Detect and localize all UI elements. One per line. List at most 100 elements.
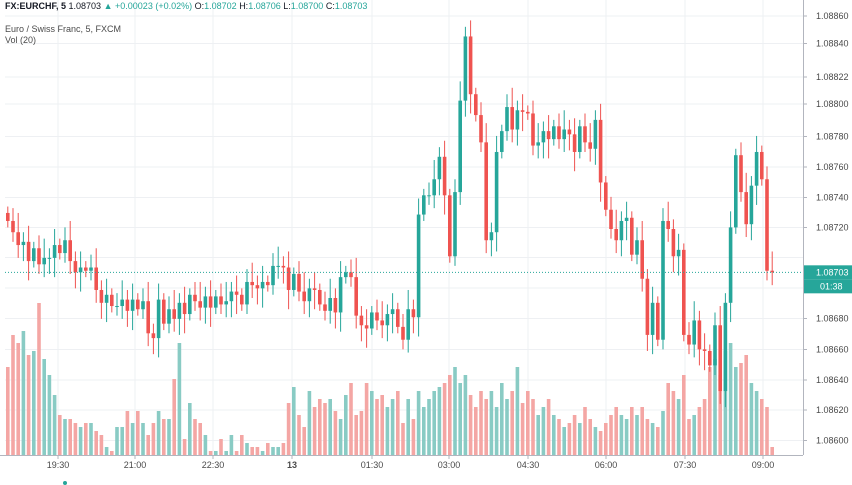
candle-body xyxy=(297,273,301,292)
y-tick-label: 1.08640 xyxy=(816,375,849,385)
volume-bar xyxy=(281,443,286,455)
volume-bar xyxy=(427,399,431,455)
volume-bar xyxy=(177,343,182,455)
volume-bar xyxy=(234,451,239,455)
volume-bar xyxy=(500,383,504,455)
volume-bar xyxy=(604,423,608,455)
volume-bar xyxy=(734,367,738,455)
candle-body xyxy=(541,131,546,143)
close-value: 1.08703 xyxy=(334,1,368,11)
candle-body xyxy=(73,261,78,273)
volume-bar xyxy=(89,423,93,455)
candle-body xyxy=(671,229,676,257)
y-tick-label: 1.08740 xyxy=(816,193,849,203)
symbol-legend: FX:EURCHF, 5 1.08703 ▲ +0.00023 (+0.02%)… xyxy=(5,0,367,12)
candle-body xyxy=(557,126,561,140)
volume-bar xyxy=(598,431,603,455)
y-tick-label: 1.08600 xyxy=(816,436,849,446)
volume-bar xyxy=(744,355,748,455)
volume-bar xyxy=(515,367,520,455)
candle-body xyxy=(578,126,582,152)
volume-bar xyxy=(432,391,436,455)
candle-body xyxy=(276,265,280,267)
y-tick-label: 1.08660 xyxy=(816,345,849,355)
volume-bar xyxy=(297,415,301,455)
candle-body xyxy=(141,301,145,310)
candle-body xyxy=(411,309,416,318)
candle-body xyxy=(281,265,286,268)
candle-body xyxy=(16,232,20,246)
candle-body xyxy=(676,249,681,257)
volume-bar xyxy=(494,407,499,455)
volume-bar xyxy=(162,419,166,455)
volume-bar xyxy=(245,443,249,455)
candle-body xyxy=(645,278,650,335)
candle-body xyxy=(162,299,166,324)
candle-body xyxy=(500,131,504,152)
volume-bar xyxy=(661,411,665,455)
last-price-badge xyxy=(804,265,852,280)
candle-body xyxy=(536,142,540,146)
volume-bar xyxy=(468,395,473,455)
volume-bar xyxy=(557,419,561,455)
volume-bar xyxy=(505,399,509,455)
candle-body xyxy=(598,119,603,183)
candle-body xyxy=(567,129,572,135)
candle-body xyxy=(266,281,270,286)
candle-body xyxy=(572,134,577,152)
volume-bar xyxy=(578,423,582,455)
symbol-name[interactable]: FX:EURCHF, 5 xyxy=(5,1,67,11)
volume-bar xyxy=(214,451,218,455)
time-axis[interactable] xyxy=(0,455,852,485)
y-tick-label: 1.08780 xyxy=(816,132,849,142)
volume-bar xyxy=(151,423,156,455)
candle-body xyxy=(432,179,436,196)
volume-bar xyxy=(292,387,296,455)
candle-body xyxy=(250,281,254,286)
volume-bar xyxy=(676,399,681,455)
volume-bar xyxy=(385,407,390,455)
volume-bar xyxy=(125,411,130,455)
candle-body xyxy=(604,182,608,210)
candle-body xyxy=(318,289,322,305)
volume-bar xyxy=(328,399,332,455)
volume-bar xyxy=(552,415,556,455)
volume-study-label[interactable]: Vol (20) xyxy=(5,35,37,45)
volume-bar xyxy=(208,451,213,455)
volume-bar xyxy=(333,411,338,455)
y-tick-label: 1.08860 xyxy=(816,11,849,21)
volume-bar xyxy=(42,359,46,455)
countdown-badge xyxy=(804,279,852,294)
candle-body xyxy=(474,94,478,116)
candle-body xyxy=(188,294,192,315)
volume-bar xyxy=(458,383,462,455)
x-tick-label: 09:00 xyxy=(752,460,775,470)
candle-body xyxy=(390,309,395,315)
candle-body xyxy=(448,195,452,257)
volume-bar xyxy=(271,447,275,455)
volume-bar xyxy=(541,407,546,455)
candle-body xyxy=(380,320,384,326)
candle-body xyxy=(115,306,119,308)
candle-body xyxy=(734,155,738,228)
volume-bar xyxy=(754,391,759,455)
volume-bar xyxy=(411,419,416,455)
volume-bar xyxy=(728,343,733,455)
volume-bar xyxy=(583,407,587,455)
price-axis[interactable] xyxy=(803,0,852,485)
candles xyxy=(6,20,774,408)
candle-body xyxy=(713,325,717,366)
volume-bar xyxy=(146,435,150,455)
study-legend: Euro / Swiss Franc, 5, FXCM Vol (20) xyxy=(5,24,121,46)
candle-body xyxy=(182,302,187,315)
candle-body xyxy=(312,288,317,290)
volume-bar xyxy=(224,451,228,455)
volume-bar xyxy=(58,415,62,455)
volume-bar xyxy=(323,403,327,455)
candle-body xyxy=(286,267,291,290)
candle-body xyxy=(229,291,234,302)
volume-bar xyxy=(120,427,124,455)
candle-body xyxy=(635,240,639,255)
